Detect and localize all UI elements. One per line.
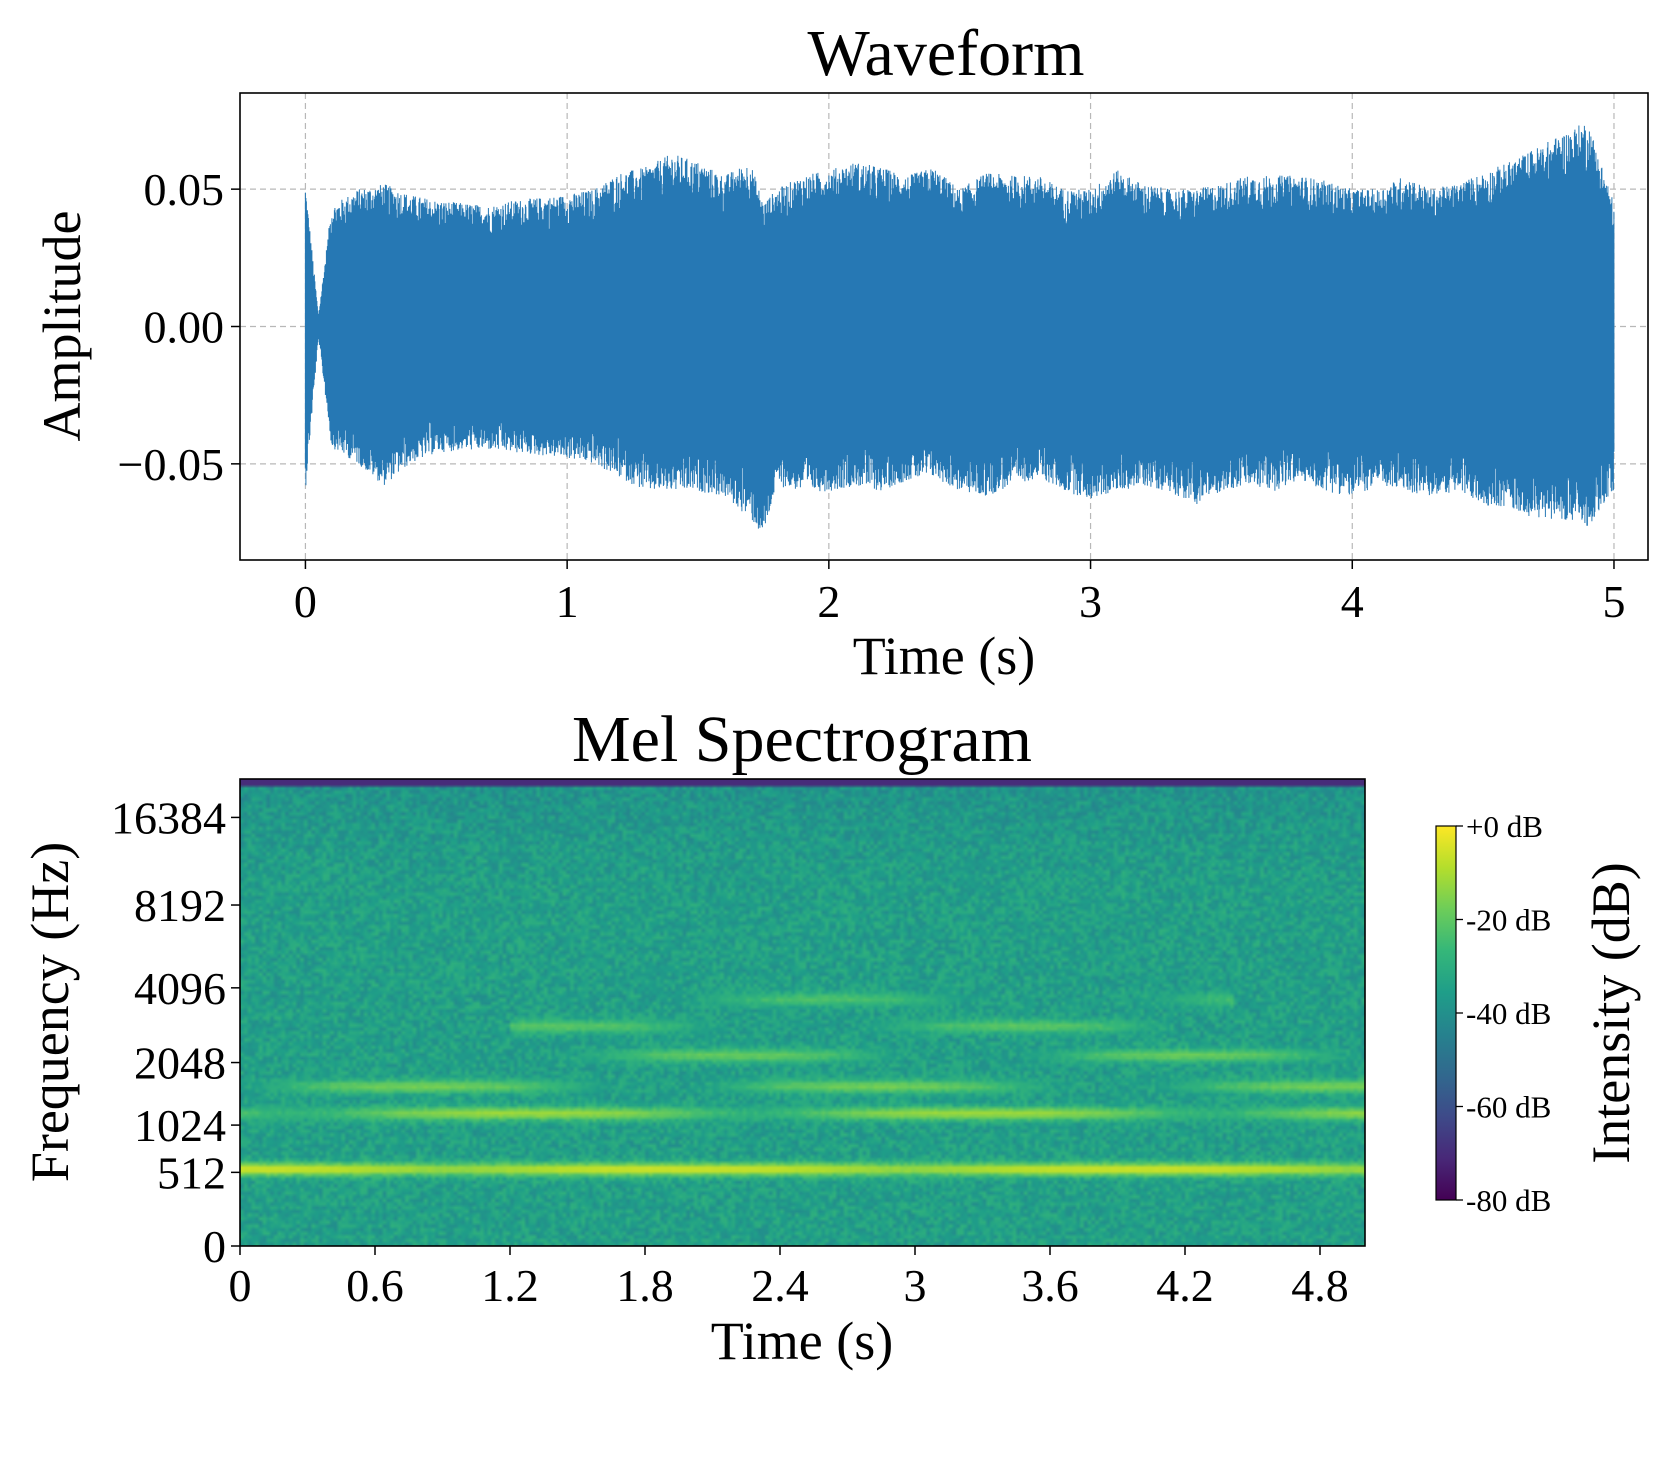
colorbar-tick-label: +0 dB	[1466, 809, 1543, 844]
waveform-series	[304, 125, 1615, 529]
waveform-title: Waveform	[808, 17, 1085, 90]
spectrogram-x-tick-label: 1.8	[616, 1260, 674, 1311]
waveform-x-tick-label: 3	[1079, 576, 1102, 627]
colorbar-tick-label: -80 dB	[1466, 1183, 1551, 1218]
waveform-y-axis-label: Amplitude	[32, 211, 92, 442]
spectrogram-y-tick-label: 0	[203, 1221, 226, 1272]
waveform-y-ticks: −0.05 0.00 0.05	[118, 164, 240, 490]
spectrogram-y-tick-label: 16384	[111, 792, 226, 843]
waveform-panel: Waveform 0 1 2 3 4 5 −0.05 0.00 0.05 Time (s) A…	[32, 17, 1649, 686]
spectrogram-x-tick-label: 4.8	[1291, 1260, 1349, 1311]
waveform-x-ticks: 0 1 2 3 4 5	[294, 560, 1625, 627]
waveform-x-tick-label: 4	[1341, 576, 1364, 627]
spectrogram-title: Mel Spectrogram	[572, 703, 1032, 776]
waveform-x-axis-label: Time (s)	[853, 626, 1036, 686]
spectrogram-y-tick-label: 4096	[134, 963, 226, 1014]
colorbar-tick-label: -40 dB	[1466, 996, 1551, 1031]
colorbar-tick-label: -60 dB	[1466, 1090, 1551, 1125]
waveform-x-tick-label: 1	[556, 576, 579, 627]
spectrogram-y-axis-label: Frequency (Hz)	[20, 842, 80, 1182]
waveform-x-tick-label: 2	[817, 576, 840, 627]
spectrogram-y-tick-label: 8192	[134, 880, 226, 931]
spectrogram-x-tick-label: 1.2	[481, 1260, 539, 1311]
waveform-x-tick-label: 0	[294, 576, 317, 627]
waveform-x-tick-label: 5	[1602, 576, 1625, 627]
spectrogram-x-tick-label: 0.6	[346, 1260, 404, 1311]
spectrogram-x-tick-label: 2.4	[751, 1260, 809, 1311]
colorbar	[1435, 825, 1457, 1201]
spectrogram-x-tick-label: 3.6	[1021, 1260, 1079, 1311]
waveform-y-tick-label: 0.00	[144, 302, 225, 353]
spectrogram-x-tick-label: 0	[229, 1260, 252, 1311]
spectrogram-x-tick-label: 4.2	[1156, 1260, 1214, 1311]
spectrogram-x-axis-label: Time (s)	[711, 1311, 894, 1371]
colorbar-tick-label: -20 dB	[1466, 903, 1551, 938]
waveform-y-tick-label: −0.05	[118, 439, 224, 490]
spectrogram-x-ticks: 0 0.6 1.2 1.8 2.4 3 3.6 4.2 4.8	[229, 1246, 1349, 1311]
spectrogram-y-tick-label: 2048	[134, 1038, 226, 1089]
spectrogram-x-tick-label: 3	[904, 1260, 927, 1311]
spectrogram-axes-frame	[239, 778, 1366, 1247]
spectrogram-panel: Mel Spectrogram 0 0.6 1.2 1.8 2.4 3 3.6 4.2 4.8 …	[20, 703, 1641, 1371]
spectrogram-heatmap	[240, 779, 1365, 1246]
spectrogram-y-tick-label: 1024	[134, 1100, 226, 1151]
colorbar-ticks: +0 dB -20 dB -40 dB -60 dB -80 dB	[1456, 809, 1551, 1218]
colorbar-label: Intensity (dB)	[1581, 862, 1641, 1163]
spectrogram-y-tick-label: 512	[157, 1147, 226, 1198]
waveform-y-tick-label: 0.05	[144, 164, 225, 215]
